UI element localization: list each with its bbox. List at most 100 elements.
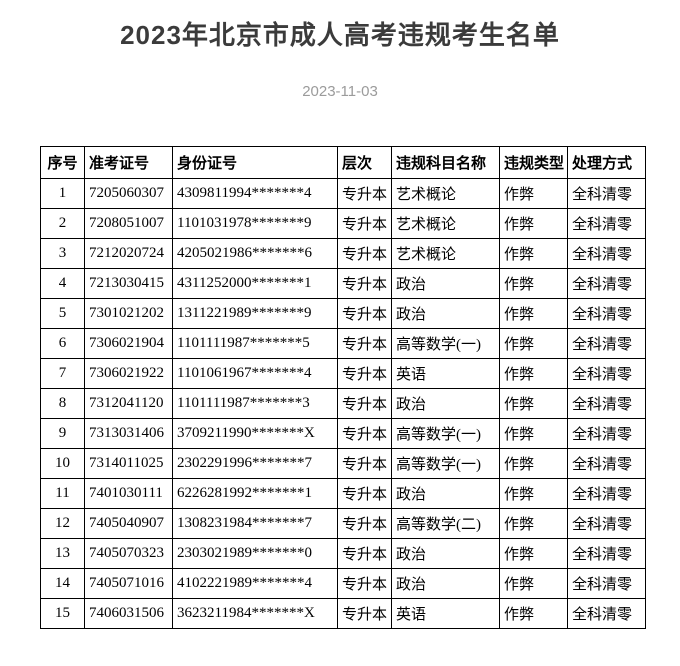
table-cell: 全科清零 [567, 328, 646, 359]
table-cell: 作弊 [499, 238, 568, 269]
table-cell: 7213030415 [84, 268, 173, 299]
table-cell: 7208051007 [84, 208, 173, 239]
table-cell: 专升本 [337, 538, 392, 569]
table-cell: 7405071016 [84, 568, 173, 599]
violation-candidates-table: 序号 准考证号 身份证号 层次 违规科目名称 违规类型 处理方式 1 720506… [40, 146, 646, 629]
table-cell: 7205060307 [84, 178, 173, 209]
page-title: 2023年北京市成人高考违规考生名单 [120, 20, 560, 50]
table-row: 14 7405071016 4102221989*******4 专升本 政治 作弊 全科清… [40, 568, 646, 599]
col-header-id-number: 身份证号 [172, 146, 338, 179]
table-cell: 15 [40, 598, 85, 629]
table-cell: 7405040907 [84, 508, 173, 539]
table-cell: 9 [40, 418, 85, 449]
table-cell: 3709211990*******X [172, 418, 338, 449]
table-cell: 作弊 [499, 478, 568, 509]
table-cell: 高等数学(二) [391, 508, 500, 539]
table-cell: 作弊 [499, 298, 568, 329]
table-cell: 6 [40, 328, 85, 359]
table-cell: 3 [40, 238, 85, 269]
table-cell: 作弊 [499, 418, 568, 449]
table-cell: 1308231984*******7 [172, 508, 338, 539]
table-cell: 3623211984*******X [172, 598, 338, 629]
table-row: 9 7313031406 3709211990*******X 专升本 高等数学(一) 作… [40, 418, 646, 449]
table-cell: 作弊 [499, 268, 568, 299]
table-cell: 全科清零 [567, 568, 646, 599]
table-cell: 全科清零 [567, 388, 646, 419]
col-header-subject: 违规科目名称 [391, 146, 500, 179]
table-cell: 4102221989*******4 [172, 568, 338, 599]
table-cell: 1101111987*******5 [172, 328, 338, 359]
table-cell: 2 [40, 208, 85, 239]
table-row: 3 7212020724 4205021986*******6 专升本 艺术概论 作弊 全科… [40, 238, 646, 269]
table-cell: 作弊 [499, 448, 568, 479]
table-cell: 作弊 [499, 358, 568, 389]
table-cell: 英语 [391, 598, 500, 629]
table-cell: 8 [40, 388, 85, 419]
table-cell: 11 [40, 478, 85, 509]
table-cell: 全科清零 [567, 358, 646, 389]
table-cell: 艺术概论 [391, 178, 500, 209]
table-cell: 专升本 [337, 598, 392, 629]
col-header-admission-number: 准考证号 [84, 146, 173, 179]
col-header-level: 层次 [337, 146, 392, 179]
table-cell: 政治 [391, 478, 500, 509]
table-body: 1 7205060307 4309811994*******4 专升本 艺术概论 作弊 全科… [40, 178, 646, 629]
table-cell: 7313031406 [84, 418, 173, 449]
table-cell: 专升本 [337, 298, 392, 329]
table-cell: 2302291996*******7 [172, 448, 338, 479]
table-cell: 全科清零 [567, 238, 646, 269]
table-cell: 作弊 [499, 538, 568, 569]
table-cell: 专升本 [337, 238, 392, 269]
table-cell: 全科清零 [567, 478, 646, 509]
table-cell: 7301021202 [84, 298, 173, 329]
table-cell: 1101031978*******9 [172, 208, 338, 239]
table-cell: 4311252000*******1 [172, 268, 338, 299]
table-cell: 专升本 [337, 508, 392, 539]
table-cell: 全科清零 [567, 418, 646, 449]
table-cell: 全科清零 [567, 298, 646, 329]
table-cell: 14 [40, 568, 85, 599]
table-cell: 12 [40, 508, 85, 539]
table-cell: 全科清零 [567, 508, 646, 539]
table-cell: 专升本 [337, 268, 392, 299]
table-cell: 4205021986*******6 [172, 238, 338, 269]
table-cell: 艺术概论 [391, 238, 500, 269]
table-cell: 7406031506 [84, 598, 173, 629]
col-header-violation-type: 违规类型 [499, 146, 568, 179]
table-cell: 政治 [391, 538, 500, 569]
table-cell: 专升本 [337, 328, 392, 359]
table-row: 15 7406031506 3623211984*******X 专升本 英语 作弊 全科清… [40, 598, 646, 629]
publish-date: 2023-11-03 [302, 83, 378, 100]
table-cell: 作弊 [499, 388, 568, 419]
table-cell: 作弊 [499, 598, 568, 629]
table-cell: 10 [40, 448, 85, 479]
table-row: 1 7205060307 4309811994*******4 专升本 艺术概论 作弊 全科… [40, 178, 646, 209]
table-cell: 专升本 [337, 568, 392, 599]
table-cell: 5 [40, 298, 85, 329]
table-cell: 13 [40, 538, 85, 569]
table-cell: 1101061967*******4 [172, 358, 338, 389]
table-row: 2 7208051007 1101031978*******9 专升本 艺术概论 作弊 全科… [40, 208, 646, 239]
table-cell: 7212020724 [84, 238, 173, 269]
table-row: 8 7312041120 1101111987*******3 专升本 政治 作弊 全科清零 [40, 388, 646, 419]
table-cell: 1311221989*******9 [172, 298, 338, 329]
col-header-penalty: 处理方式 [567, 146, 646, 179]
table-row: 7 7306021922 1101061967*******4 专升本 英语 作弊 全科清零 [40, 358, 646, 389]
table-cell: 作弊 [499, 208, 568, 239]
table-cell: 全科清零 [567, 208, 646, 239]
table-cell: 7306021922 [84, 358, 173, 389]
table-cell: 全科清零 [567, 178, 646, 209]
table-header-row: 序号 准考证号 身份证号 层次 违规科目名称 违规类型 处理方式 [40, 146, 646, 179]
col-header-index: 序号 [40, 146, 85, 179]
table-cell: 高等数学(一) [391, 418, 500, 449]
table-cell: 全科清零 [567, 268, 646, 299]
table-cell: 高等数学(一) [391, 448, 500, 479]
table-cell: 专升本 [337, 178, 392, 209]
table-cell: 政治 [391, 298, 500, 329]
table-cell: 7401030111 [84, 478, 173, 509]
table-cell: 4309811994*******4 [172, 178, 338, 209]
table-cell: 作弊 [499, 328, 568, 359]
table-cell: 英语 [391, 358, 500, 389]
table-cell: 1101111987*******3 [172, 388, 338, 419]
table-row: 4 7213030415 4311252000*******1 专升本 政治 作弊 全科清零 [40, 268, 646, 299]
